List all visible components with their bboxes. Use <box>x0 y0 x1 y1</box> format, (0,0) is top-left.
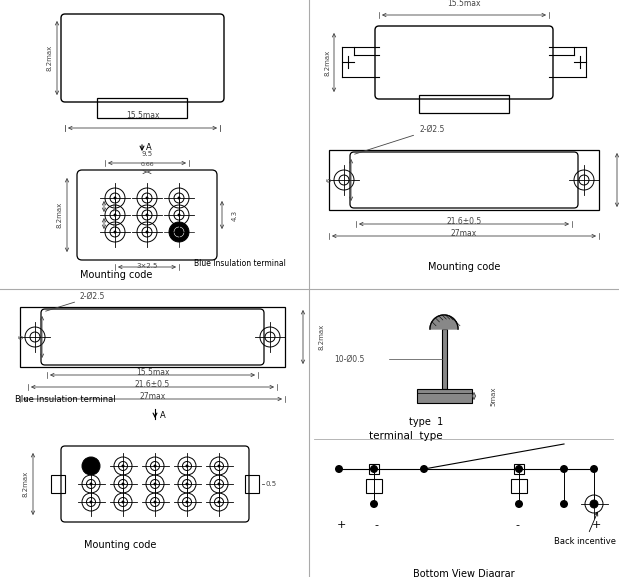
Bar <box>442 329 447 389</box>
Text: Mounting code: Mounting code <box>80 270 152 280</box>
Bar <box>514 464 524 474</box>
Circle shape <box>590 465 598 473</box>
Circle shape <box>121 464 124 467</box>
Circle shape <box>121 500 124 504</box>
Circle shape <box>113 213 116 216</box>
Text: 8.2max: 8.2max <box>57 202 63 228</box>
Circle shape <box>217 464 220 467</box>
Bar <box>97 98 187 118</box>
Text: 6: 6 <box>18 335 24 339</box>
Circle shape <box>592 503 595 505</box>
Circle shape <box>169 222 189 242</box>
Text: 21.6±0.5: 21.6±0.5 <box>446 217 482 226</box>
Bar <box>511 479 527 493</box>
Text: 9.5: 9.5 <box>141 151 152 157</box>
Circle shape <box>178 197 181 200</box>
Circle shape <box>154 482 157 485</box>
Text: 8.2max: 8.2max <box>23 471 29 497</box>
Bar <box>366 479 382 493</box>
Circle shape <box>145 197 149 200</box>
Bar <box>417 389 472 403</box>
Circle shape <box>154 464 157 467</box>
Text: 15.5max: 15.5max <box>448 0 481 8</box>
Circle shape <box>217 500 220 504</box>
Circle shape <box>515 465 523 473</box>
Circle shape <box>515 500 523 508</box>
Bar <box>419 95 509 113</box>
Text: 10-Ø0.5: 10-Ø0.5 <box>334 354 365 364</box>
Text: 15.5max: 15.5max <box>126 111 159 120</box>
Circle shape <box>217 482 220 485</box>
Text: Blue Insulation terminal: Blue Insulation terminal <box>15 395 116 404</box>
Text: 15.5max: 15.5max <box>136 368 169 377</box>
Text: 3×2.5: 3×2.5 <box>136 263 158 269</box>
Text: 2: 2 <box>113 222 118 226</box>
Circle shape <box>174 227 184 237</box>
Text: 2.5: 2.5 <box>113 201 118 211</box>
Text: Mounting code: Mounting code <box>84 540 156 550</box>
Bar <box>369 464 379 474</box>
Circle shape <box>82 457 100 475</box>
Circle shape <box>590 500 598 508</box>
Text: 8.2max: 8.2max <box>47 45 53 71</box>
Circle shape <box>420 465 428 473</box>
Text: terminal  type: terminal type <box>369 431 443 441</box>
Circle shape <box>90 482 92 485</box>
Text: A: A <box>146 144 152 152</box>
Text: 27max: 27max <box>139 392 166 401</box>
Text: Blue Insulation terminal: Blue Insulation terminal <box>194 258 286 268</box>
Text: Back incentive: Back incentive <box>554 512 616 546</box>
Text: -: - <box>374 520 378 530</box>
Text: 2-Ø2.5: 2-Ø2.5 <box>46 292 105 311</box>
Text: Mounting code: Mounting code <box>428 262 500 272</box>
Bar <box>51 475 65 493</box>
Text: +: + <box>336 520 345 530</box>
Text: +: + <box>591 520 600 530</box>
Text: 5max: 5max <box>490 386 496 406</box>
Circle shape <box>121 482 124 485</box>
Text: 8.2max: 8.2max <box>319 324 325 350</box>
Circle shape <box>370 465 378 473</box>
Circle shape <box>370 500 378 508</box>
Bar <box>245 475 259 493</box>
Circle shape <box>154 500 157 504</box>
Circle shape <box>145 230 149 234</box>
Text: 4.3: 4.3 <box>232 209 238 220</box>
Circle shape <box>178 213 181 216</box>
Circle shape <box>186 464 189 467</box>
Circle shape <box>90 500 92 504</box>
Bar <box>329 150 599 210</box>
Text: 8.2max: 8.2max <box>324 50 330 76</box>
Polygon shape <box>430 315 458 329</box>
Text: 21.6±0.5: 21.6±0.5 <box>135 380 170 389</box>
Text: 6: 6 <box>327 178 333 182</box>
Text: 0.5: 0.5 <box>265 481 276 487</box>
Text: type  1: type 1 <box>409 417 443 427</box>
Circle shape <box>335 465 343 473</box>
Text: A: A <box>160 410 166 419</box>
Circle shape <box>186 482 189 485</box>
Circle shape <box>560 465 568 473</box>
Circle shape <box>145 213 149 216</box>
Circle shape <box>186 500 189 504</box>
Circle shape <box>560 500 568 508</box>
Text: 0.66: 0.66 <box>140 162 154 167</box>
Bar <box>20 307 285 367</box>
Text: 27max: 27max <box>451 229 477 238</box>
Circle shape <box>113 197 116 200</box>
Text: 2-Ø2.5: 2-Ø2.5 <box>355 125 444 154</box>
Circle shape <box>113 230 116 234</box>
Text: -: - <box>515 520 519 530</box>
Text: Bottom View Diagrar: Bottom View Diagrar <box>413 569 515 577</box>
